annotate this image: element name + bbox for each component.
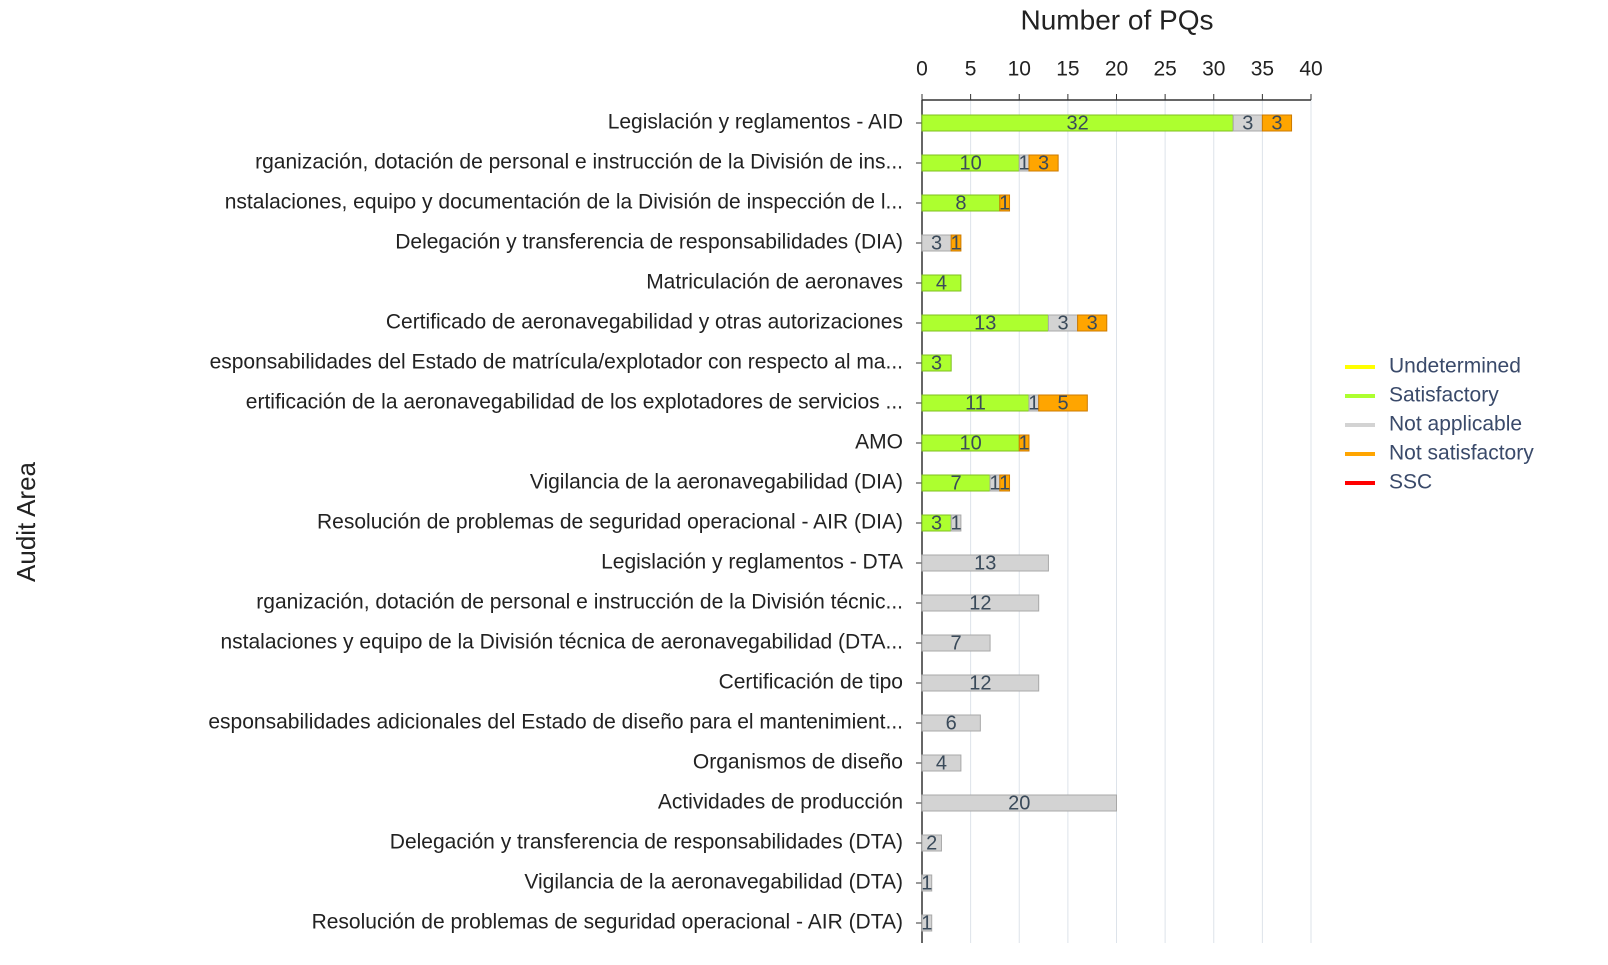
y-tick-label: Legislación y reglamentos - DTA (601, 551, 903, 574)
bar-segment (921, 834, 942, 852)
y-tick-label: Matriculación de aeronaves (646, 271, 903, 294)
y-tick-label: AMO (855, 431, 903, 454)
data-label: 13 (974, 312, 996, 334)
data-label: 1 (1019, 152, 1030, 174)
data-label: 13 (974, 552, 996, 574)
data-label: 1 (1028, 392, 1039, 414)
y-tick-label: Delegación y transferencia de responsabi… (390, 831, 903, 854)
y-tick-label: Certificado de aeronavegabilidad y otras… (386, 311, 903, 334)
bar-segment (921, 714, 981, 732)
bar-segment (999, 194, 1011, 212)
data-label: 3 (1038, 152, 1049, 174)
data-label: 1 (1019, 432, 1030, 454)
data-label: 1 (950, 512, 961, 534)
bar-segment (921, 634, 991, 652)
y-tick-label: Delegación y transferencia de responsabi… (395, 231, 903, 254)
y-tick-label: ertificación de la aeronavegabilidad de … (246, 391, 903, 414)
bar-segment (921, 754, 962, 772)
x-tick-label: 30 (1202, 58, 1225, 81)
x-tick-label: 10 (1008, 58, 1031, 81)
x-tick-label: 15 (1056, 58, 1079, 81)
bar-segment (1077, 314, 1108, 332)
legend-label: Not applicable (1389, 413, 1522, 436)
legend-label: Not satisfactory (1389, 442, 1534, 465)
bar-segment (921, 914, 933, 932)
y-tick-label: Certificación de tipo (719, 671, 903, 694)
data-label: 1 (921, 912, 932, 934)
data-label: 20 (1008, 792, 1030, 814)
data-label: 4 (936, 752, 947, 774)
bar-segment (921, 594, 1040, 612)
legend-label: Satisfactory (1389, 384, 1499, 407)
y-tick-label: nstalaciones y equipo de la División téc… (220, 631, 903, 654)
data-label: 3 (931, 352, 942, 374)
x-tick-label: 40 (1299, 58, 1322, 81)
y-tick-label: esponsabilidades del Estado de matrícula… (210, 351, 903, 374)
y-tick-label: Organismos de diseño (693, 751, 903, 774)
y-tick-label: Legislación y reglamentos - AID (608, 111, 903, 134)
x-tick-label: 5 (965, 58, 977, 81)
bar-segment (1018, 434, 1030, 452)
y-tick-label: rganización, dotación de personal e inst… (255, 151, 903, 174)
data-label: 10 (960, 432, 982, 454)
data-label: 7 (950, 632, 961, 654)
data-label: 12 (969, 592, 991, 614)
bar-segment (921, 274, 962, 292)
y-axis-label: Audit Area (11, 461, 41, 582)
data-label: 4 (936, 272, 947, 294)
bar-segment (921, 794, 1117, 812)
data-label: 32 (1066, 112, 1088, 134)
bar-segment (921, 674, 1040, 692)
legend-label: Undetermined (1389, 355, 1521, 378)
x-tick-label: 20 (1105, 58, 1128, 81)
y-tick-label: nstalaciones, equipo y documentación de … (225, 191, 903, 214)
bar-segment (999, 474, 1011, 492)
y-tick-label: Resolución de problemas de seguridad ope… (317, 511, 903, 534)
y-tick-label: esponsabilidades adicionales del Estado … (208, 711, 903, 734)
bar-segment (1038, 394, 1088, 412)
data-label: 1 (950, 232, 961, 254)
x-tick-label: 25 (1153, 58, 1176, 81)
bar-segment (950, 234, 962, 252)
data-label: 10 (960, 152, 982, 174)
data-label: 3 (1087, 312, 1098, 334)
data-label: 1 (999, 472, 1010, 494)
legend-label: SSC (1389, 471, 1432, 494)
y-tick-label: Vigilancia de la aeronavegabilidad (DTA) (524, 871, 903, 894)
data-label: 7 (950, 472, 961, 494)
y-tick-label: rganización, dotación de personal e inst… (256, 591, 903, 614)
bar-segment (1261, 114, 1293, 132)
y-tick-label: Actividades de producción (658, 791, 903, 814)
data-label: 5 (1057, 392, 1068, 414)
data-label: 3 (1271, 112, 1282, 134)
data-label: 1 (999, 192, 1010, 214)
x-tick-label: 35 (1251, 58, 1274, 81)
chart-title: Number of PQs (1021, 4, 1214, 35)
bar-segment (1028, 154, 1059, 172)
data-label: 2 (926, 832, 937, 854)
data-label: 11 (965, 392, 986, 414)
bar-segment (921, 874, 933, 892)
y-tick-label: Vigilancia de la aeronavegabilidad (DIA) (530, 471, 903, 494)
data-label: 3 (1057, 312, 1068, 334)
y-tick-label: Resolución de problemas de seguridad ope… (312, 911, 903, 934)
x-tick-label: 0 (916, 58, 928, 81)
data-label: 3 (1242, 112, 1253, 134)
bar-segment (921, 554, 1049, 572)
bar-segment (921, 354, 952, 372)
bar-segment (950, 514, 962, 532)
data-label: 1 (989, 472, 1000, 494)
data-label: 3 (931, 232, 942, 254)
data-label: 6 (946, 712, 957, 734)
data-label: 8 (955, 192, 966, 214)
data-label: 1 (921, 872, 932, 894)
data-label: 12 (969, 672, 991, 694)
data-label: 3 (931, 512, 942, 534)
